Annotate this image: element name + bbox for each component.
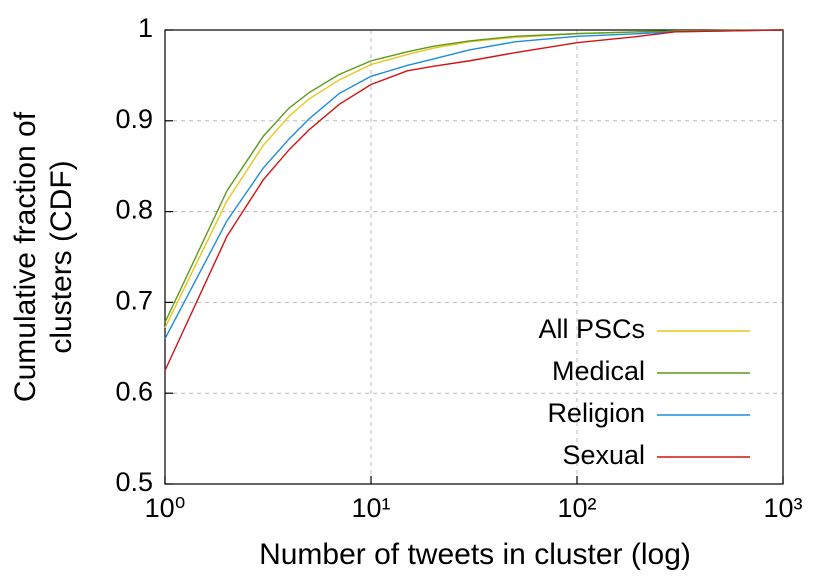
y-tick-label: 0.7	[115, 286, 153, 316]
series-line	[164, 29, 784, 329]
x-axis-label: Number of tweets in cluster (log)	[259, 538, 691, 571]
y-tick-label: 1	[138, 13, 153, 43]
series-line	[164, 29, 784, 371]
x-tick-label: 10³	[763, 493, 802, 523]
series-line	[164, 29, 784, 323]
y-tick-label: 0.6	[115, 376, 153, 406]
plot-frame	[164, 29, 784, 485]
x-tick-label: 10²	[557, 493, 596, 523]
y-tick-label: 0.8	[115, 195, 153, 225]
series-line	[164, 29, 784, 340]
legend-label: All PSCs	[538, 314, 645, 344]
legend-label: Medical	[552, 356, 645, 386]
legend-label: Sexual	[562, 440, 645, 470]
y-tick-label: 0.9	[115, 104, 153, 134]
y-tick-label: 0.5	[115, 467, 153, 497]
y-axis-label: clusters (CDF)	[45, 160, 78, 353]
x-tick-label: 10⁰	[145, 493, 186, 523]
x-tick-label: 10¹	[351, 493, 390, 523]
legend-label: Religion	[547, 398, 645, 428]
y-axis-label: Cumulative fraction of	[9, 111, 42, 402]
